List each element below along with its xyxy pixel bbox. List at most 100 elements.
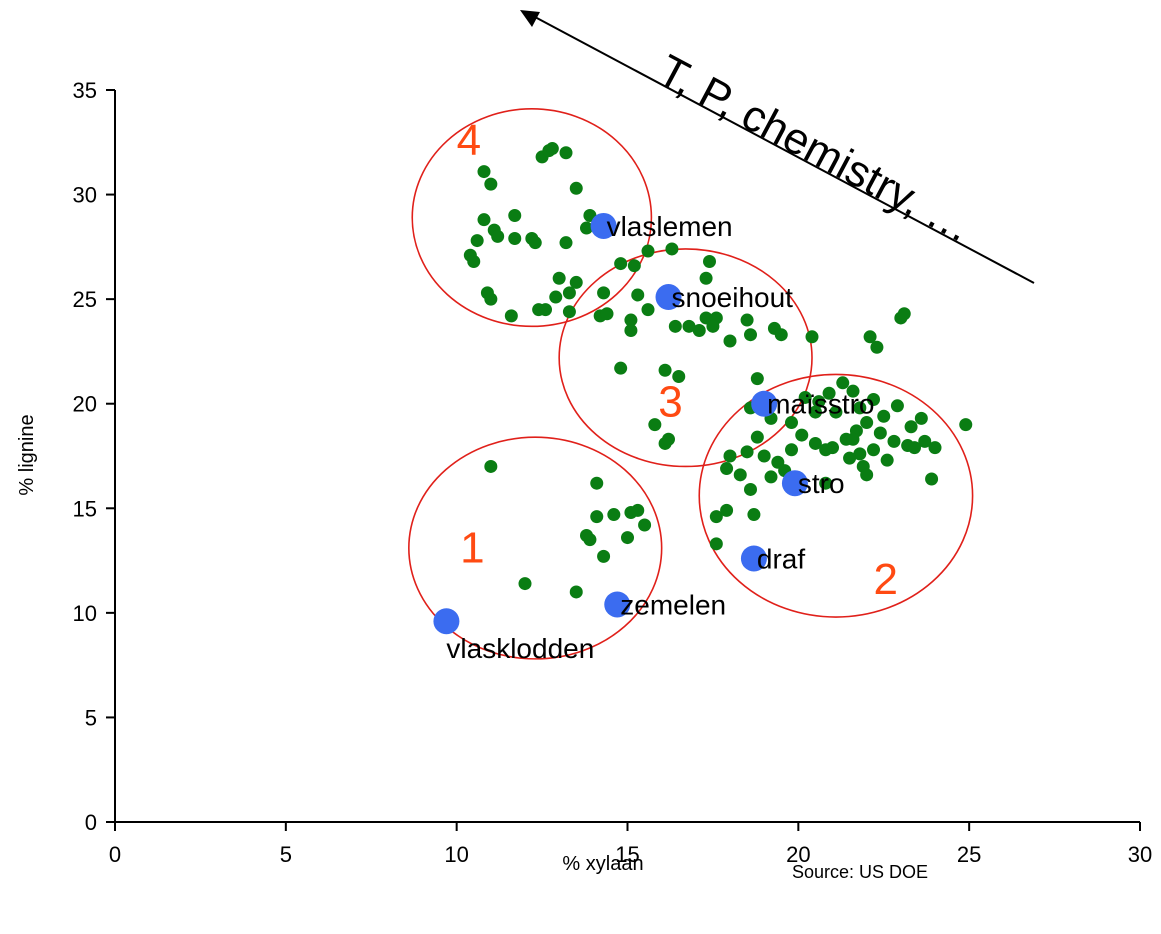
biomass-point bbox=[477, 165, 491, 179]
biomass-point bbox=[600, 307, 614, 321]
biomass-point bbox=[648, 418, 662, 432]
biomass-point bbox=[867, 393, 880, 407]
biomass-point bbox=[638, 518, 652, 532]
biomass-point bbox=[580, 221, 593, 235]
biomass-point bbox=[703, 254, 716, 268]
biomass-point bbox=[805, 330, 819, 344]
biomass-point bbox=[545, 142, 559, 156]
cluster-number: 3 bbox=[658, 377, 682, 426]
labeled-point bbox=[590, 212, 617, 239]
biomass-point bbox=[819, 476, 833, 490]
point-label: vlasklodden bbox=[446, 633, 594, 664]
point-label: vlaslemen bbox=[607, 211, 733, 242]
x-tick-label: 30 bbox=[1128, 842, 1152, 867]
biomass-point bbox=[925, 472, 939, 486]
biomass-point bbox=[668, 319, 682, 333]
point-label: snoeihout bbox=[672, 282, 794, 313]
biomass-point bbox=[607, 508, 621, 522]
labeled-point bbox=[740, 545, 767, 572]
labeled-point bbox=[655, 284, 682, 311]
biomass-point bbox=[569, 275, 583, 289]
biomass-point bbox=[812, 395, 826, 409]
y-tick-label: 35 bbox=[73, 78, 97, 103]
biomass-point bbox=[590, 510, 604, 524]
biomass-point bbox=[484, 459, 498, 473]
cluster-ellipse bbox=[558, 248, 813, 468]
biomass-point bbox=[863, 330, 877, 344]
cluster-ellipses: 4 3 2 1 bbox=[408, 108, 974, 660]
biomass-point bbox=[733, 468, 747, 482]
y-tick-label: 25 bbox=[73, 287, 97, 312]
biomass-point bbox=[549, 290, 563, 304]
biomass-point bbox=[569, 585, 583, 599]
point-label: zemelen bbox=[620, 589, 726, 620]
y-tick-label: 0 bbox=[85, 810, 97, 835]
biomass-point bbox=[641, 303, 655, 317]
biomass-point bbox=[706, 319, 720, 333]
biomass-point bbox=[723, 334, 737, 348]
biomass-point bbox=[665, 242, 679, 256]
cluster-ellipse bbox=[411, 108, 653, 328]
biomass-point bbox=[747, 508, 761, 522]
biomass-point bbox=[785, 416, 798, 430]
labeled-point bbox=[433, 608, 460, 635]
biomass-point bbox=[750, 372, 764, 386]
biomass-point bbox=[562, 286, 576, 300]
cluster-number: 1 bbox=[460, 524, 484, 573]
biomass-point bbox=[627, 259, 641, 273]
biomass-point bbox=[583, 533, 597, 547]
x-tick-label: 15 bbox=[615, 842, 639, 867]
biomass-point bbox=[470, 234, 484, 248]
biomass-point bbox=[870, 340, 884, 354]
biomass-point bbox=[504, 309, 518, 323]
x-tick-label: 5 bbox=[280, 842, 292, 867]
biomass-point bbox=[798, 390, 812, 404]
biomass-point bbox=[562, 305, 576, 319]
biomass-point bbox=[590, 476, 604, 490]
biomass-point bbox=[720, 503, 734, 517]
biomass-point bbox=[904, 420, 918, 434]
biomass-point bbox=[662, 432, 675, 446]
biomass-point bbox=[699, 271, 713, 285]
biomass-point bbox=[808, 436, 822, 450]
point-label: maïsstro bbox=[767, 389, 874, 420]
biomass-point bbox=[757, 449, 771, 463]
biomass-point bbox=[709, 537, 723, 551]
biomass-point bbox=[597, 549, 611, 563]
biomass-point bbox=[624, 313, 638, 327]
x-tick-label: 0 bbox=[109, 842, 121, 867]
trend-arrow: T, P, chemistry, … bbox=[520, 10, 1035, 284]
biomass-point bbox=[740, 313, 754, 327]
biomass-point bbox=[744, 328, 757, 342]
biomass-point bbox=[709, 510, 723, 524]
biomass-point bbox=[720, 462, 734, 476]
biomass-point bbox=[843, 451, 857, 465]
x-tick-label: 10 bbox=[444, 842, 468, 867]
biomass-point bbox=[914, 411, 928, 425]
biomass-point bbox=[774, 328, 788, 342]
biomass-point bbox=[682, 319, 696, 333]
point-label: stro bbox=[798, 468, 845, 499]
x-tick-label: 25 bbox=[957, 842, 981, 867]
y-tick-label: 15 bbox=[73, 496, 97, 521]
biomass-point bbox=[539, 303, 552, 317]
biomass-point bbox=[631, 288, 645, 302]
biomass-point bbox=[467, 254, 481, 268]
biomass-point bbox=[959, 418, 973, 432]
cluster-number: 2 bbox=[874, 555, 898, 604]
biomass-point bbox=[658, 363, 672, 377]
biomass-point bbox=[723, 449, 737, 463]
biomass-point bbox=[528, 236, 542, 250]
biomass-point bbox=[764, 470, 778, 484]
data-points bbox=[433, 142, 973, 635]
biomass-point bbox=[860, 468, 874, 482]
biomass-point bbox=[867, 443, 880, 457]
biomass-point bbox=[829, 405, 843, 419]
x-axis-title: % xylaan bbox=[562, 853, 643, 875]
y-tick-label: 10 bbox=[73, 601, 97, 626]
biomass-point bbox=[508, 208, 522, 222]
y-tick-label: 5 bbox=[85, 705, 97, 730]
biomass-point bbox=[785, 443, 798, 457]
point-labels: vlaslemen snoeihout maïsstro stro draf zemele… bbox=[446, 211, 874, 664]
biomass-point bbox=[822, 386, 836, 400]
